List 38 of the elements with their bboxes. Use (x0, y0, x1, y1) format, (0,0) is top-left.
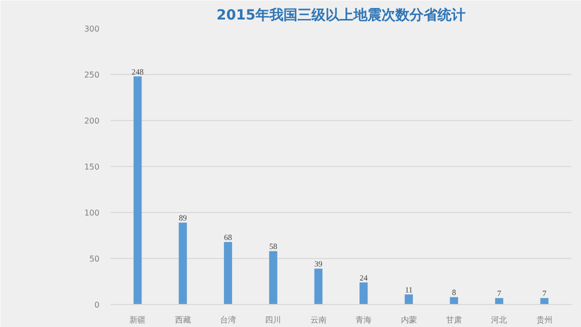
bar (134, 76, 142, 304)
data-label: 7 (497, 289, 502, 298)
y-tick-label: 50 (89, 254, 100, 264)
bar (314, 268, 322, 304)
data-label: 248 (132, 67, 144, 76)
x-tick-label: 贵州 (536, 316, 552, 324)
bar (269, 251, 278, 304)
y-tick-label: 100 (84, 208, 100, 218)
bar (495, 298, 504, 304)
data-label: 8 (452, 288, 456, 298)
x-tick-label: 青海 (356, 316, 372, 324)
x-tick-label: 台湾 (220, 316, 236, 324)
data-label: 24 (360, 273, 368, 282)
bar (360, 282, 368, 304)
x-tick-label: 西藏 (174, 316, 191, 324)
y-tick-label: 300 (84, 24, 100, 34)
bar (404, 294, 413, 304)
bar (540, 298, 548, 304)
data-label: 89 (178, 214, 187, 223)
bar (224, 242, 232, 304)
y-tick-label: 200 (84, 116, 100, 126)
x-tick-label: 甘肃 (446, 316, 462, 324)
x-tick-label: 云南 (310, 316, 326, 324)
y-tick-label: 150 (84, 162, 100, 172)
data-label: 68 (224, 232, 232, 242)
x-tick-label: 新疆 (130, 316, 146, 324)
data-label: 11 (404, 285, 413, 294)
bar (450, 297, 458, 304)
y-tick-label: 250 (84, 70, 100, 80)
data-label: 58 (269, 242, 278, 252)
x-tick-label: 四川 (265, 316, 282, 324)
data-label: 7 (542, 289, 546, 298)
y-tick-label: 0 (94, 300, 100, 310)
bar (178, 222, 187, 304)
chart-title: 2015年我国三级以上地震次数分省统计 (216, 6, 466, 24)
x-tick-label: 河北 (491, 316, 508, 324)
data-label: 39 (314, 260, 322, 269)
x-tick-label: 内蒙 (400, 316, 417, 324)
